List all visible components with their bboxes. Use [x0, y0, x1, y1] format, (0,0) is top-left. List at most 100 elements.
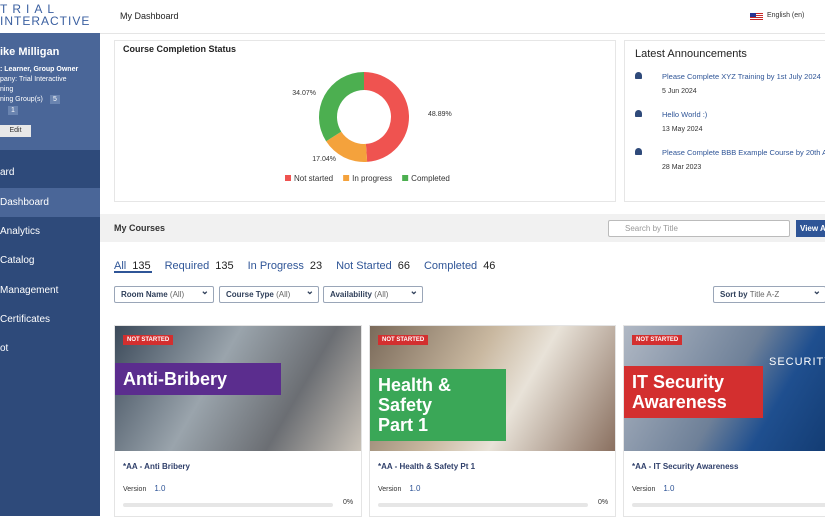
course-image: NOT STARTED Health & Safety Part 1 — [370, 326, 615, 451]
nav-label: Dashboard — [0, 197, 49, 208]
tab-underline — [114, 271, 152, 273]
progress-text: 0% — [343, 499, 354, 506]
nav-item[interactable]: Management — [0, 276, 100, 305]
flag — [750, 13, 763, 21]
bell-icon — [635, 148, 642, 155]
donut-slice — [326, 131, 368, 162]
nav-item[interactable]: Dashboard — [0, 188, 100, 217]
sort-label: Sort by — [720, 290, 748, 299]
filter-dropdown[interactable]: Room Name (All) — [114, 284, 214, 303]
banner-line: Part 1 — [378, 415, 429, 435]
logo: TRIAL — [0, 2, 60, 16]
filter-dropdown[interactable]: Course Type (All) — [219, 284, 319, 303]
groups: ning Group(s) — [0, 96, 43, 103]
page-title: My Dashboard — [120, 11, 179, 21]
legend-label: In progress — [352, 174, 392, 183]
filter-dropdown[interactable]: Availability (All) — [323, 284, 423, 303]
bell-icon — [635, 72, 642, 79]
nav-label: Management — [0, 285, 59, 296]
edit-button[interactable]: Edit — [0, 125, 31, 137]
tab[interactable]: Required 135 — [165, 260, 234, 272]
banner: Anti-Bribery — [115, 363, 281, 395]
tab-count: 135 — [215, 260, 234, 272]
group-count: 5 — [50, 95, 60, 104]
header — [100, 0, 825, 34]
progress-bar — [632, 503, 825, 507]
banner-line: Awareness — [632, 392, 727, 412]
tab-count: 66 — [397, 260, 410, 272]
legend-swatch — [285, 175, 291, 181]
tab[interactable]: Completed 46 — [424, 260, 495, 272]
role: : Learner, Group Owner — [0, 66, 79, 73]
course-title: *AA - Health & Safety Pt 1 — [378, 462, 476, 471]
course-card[interactable]: NOT STARTED Anti-Bribery *AA - Anti Briber… — [114, 325, 362, 517]
nav-item[interactable]: Certificates — [0, 305, 100, 334]
bell-icon — [635, 110, 642, 117]
nav-item[interactable]: ard — [0, 158, 100, 187]
data-label: 17.04% — [312, 156, 336, 163]
announcement-link[interactable]: Please Complete BBB Example Course by 20… — [662, 148, 825, 157]
tab-label: All — [114, 260, 127, 272]
version-label: Version — [632, 486, 656, 493]
banner: Health & Safety Part 1 — [370, 369, 506, 441]
version-label: Version — [123, 486, 147, 493]
banner-line: Health & Safety — [378, 375, 452, 415]
nav-label: Catalog — [0, 255, 35, 266]
company: pany: Trial Interactive — [0, 76, 67, 83]
announcement-link[interactable]: Please Complete XYZ Training by 1st July… — [662, 72, 821, 81]
course-image: NOT STARTED Anti-Bribery — [115, 326, 361, 451]
course-title: *AA - IT Security Awareness — [632, 462, 739, 471]
announcement-date: 5 Jun 2024 — [662, 88, 697, 95]
donut-slice — [364, 72, 410, 162]
tab[interactable]: Not Started 66 — [336, 260, 410, 272]
logo-area — [0, 0, 100, 33]
legend-swatch — [343, 175, 350, 181]
sort-dropdown[interactable]: Sort by Title A-Z — [713, 284, 825, 303]
courses-title: My Courses — [114, 223, 166, 233]
nav-item[interactable]: ot — [0, 334, 100, 363]
version-label: Version — [378, 486, 402, 493]
banner: IT Security Awareness — [624, 366, 763, 418]
filter-name: Availability — [330, 290, 372, 299]
nav-label: ard — [0, 167, 15, 178]
tab[interactable]: All 135 — [114, 260, 151, 272]
tab[interactable]: In Progress 23 — [248, 260, 323, 272]
progress-bar — [123, 503, 333, 507]
room-count: 1 — [8, 106, 18, 115]
nav-item[interactable]: Catalog — [0, 246, 100, 275]
announcements-title: Latest Announcements — [635, 48, 747, 60]
tab-count: 46 — [483, 260, 496, 272]
data-label: 48.89% — [428, 111, 452, 118]
tab-label: Required — [164, 260, 210, 272]
nav-label: Analytics — [0, 226, 41, 237]
announcements-card — [624, 40, 825, 202]
banner-line: Anti-Bribery — [123, 369, 228, 389]
search-box[interactable] — [608, 220, 790, 237]
progress-text: 0% — [598, 499, 609, 506]
filter-value: (All) — [169, 290, 185, 299]
version-number: 1.0 — [409, 484, 421, 493]
search-placeholder: Search by Title — [625, 224, 678, 233]
nav-label: ot — [0, 343, 9, 354]
version: Version 1.0 — [378, 484, 420, 493]
language[interactable]: English (en) — [767, 12, 805, 19]
sort-value: Title A-Z — [749, 290, 780, 299]
version-number: 1.0 — [154, 484, 166, 493]
filter-name: Room Name — [121, 290, 168, 299]
tab-label: In Progress — [247, 260, 304, 272]
data-label: 34.07% — [292, 90, 316, 97]
badge: NOT STARTED — [632, 335, 683, 345]
announcement-link[interactable]: Hello World :) — [662, 110, 708, 119]
logo: INTERACTIVE — [0, 14, 91, 28]
version: Version 1.0 — [632, 484, 674, 493]
view-all-button[interactable]: View A — [796, 220, 825, 237]
company: ning — [0, 86, 14, 93]
tabs: All 135 Required 135 In Progress 23 Not Starte… — [114, 256, 509, 274]
badge: NOT STARTED — [378, 335, 429, 345]
course-card[interactable]: NOT STARTED Health & Safety Part 1 *AA - He… — [369, 325, 616, 517]
version: Version 1.0 — [123, 484, 165, 493]
nav-item[interactable]: Analytics — [0, 217, 100, 246]
